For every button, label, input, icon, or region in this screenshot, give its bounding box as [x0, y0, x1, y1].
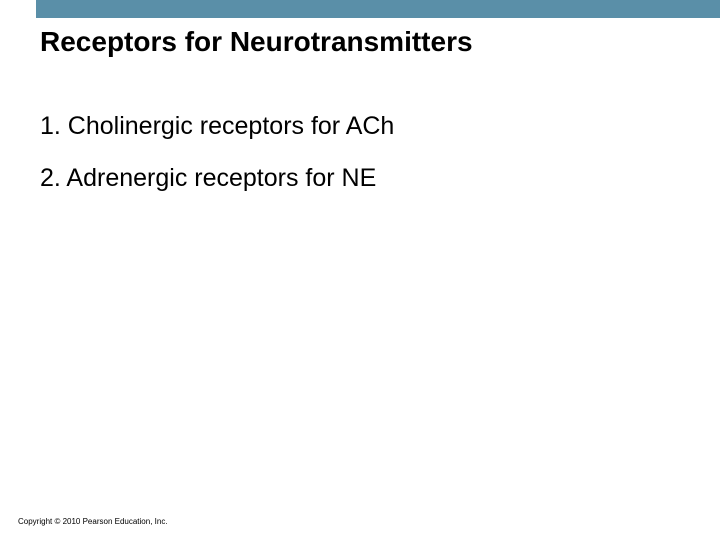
slide-content: 1. Cholinergic receptors for ACh 2. Adre… [40, 110, 680, 214]
list-item: 1. Cholinergic receptors for ACh [40, 110, 680, 144]
copyright-text: Copyright © 2010 Pearson Education, Inc. [18, 517, 168, 526]
slide-title: Receptors for Neurotransmitters [40, 26, 473, 58]
header-accent-bar [36, 0, 720, 18]
list-item: 2. Adrenergic receptors for NE [40, 162, 680, 196]
